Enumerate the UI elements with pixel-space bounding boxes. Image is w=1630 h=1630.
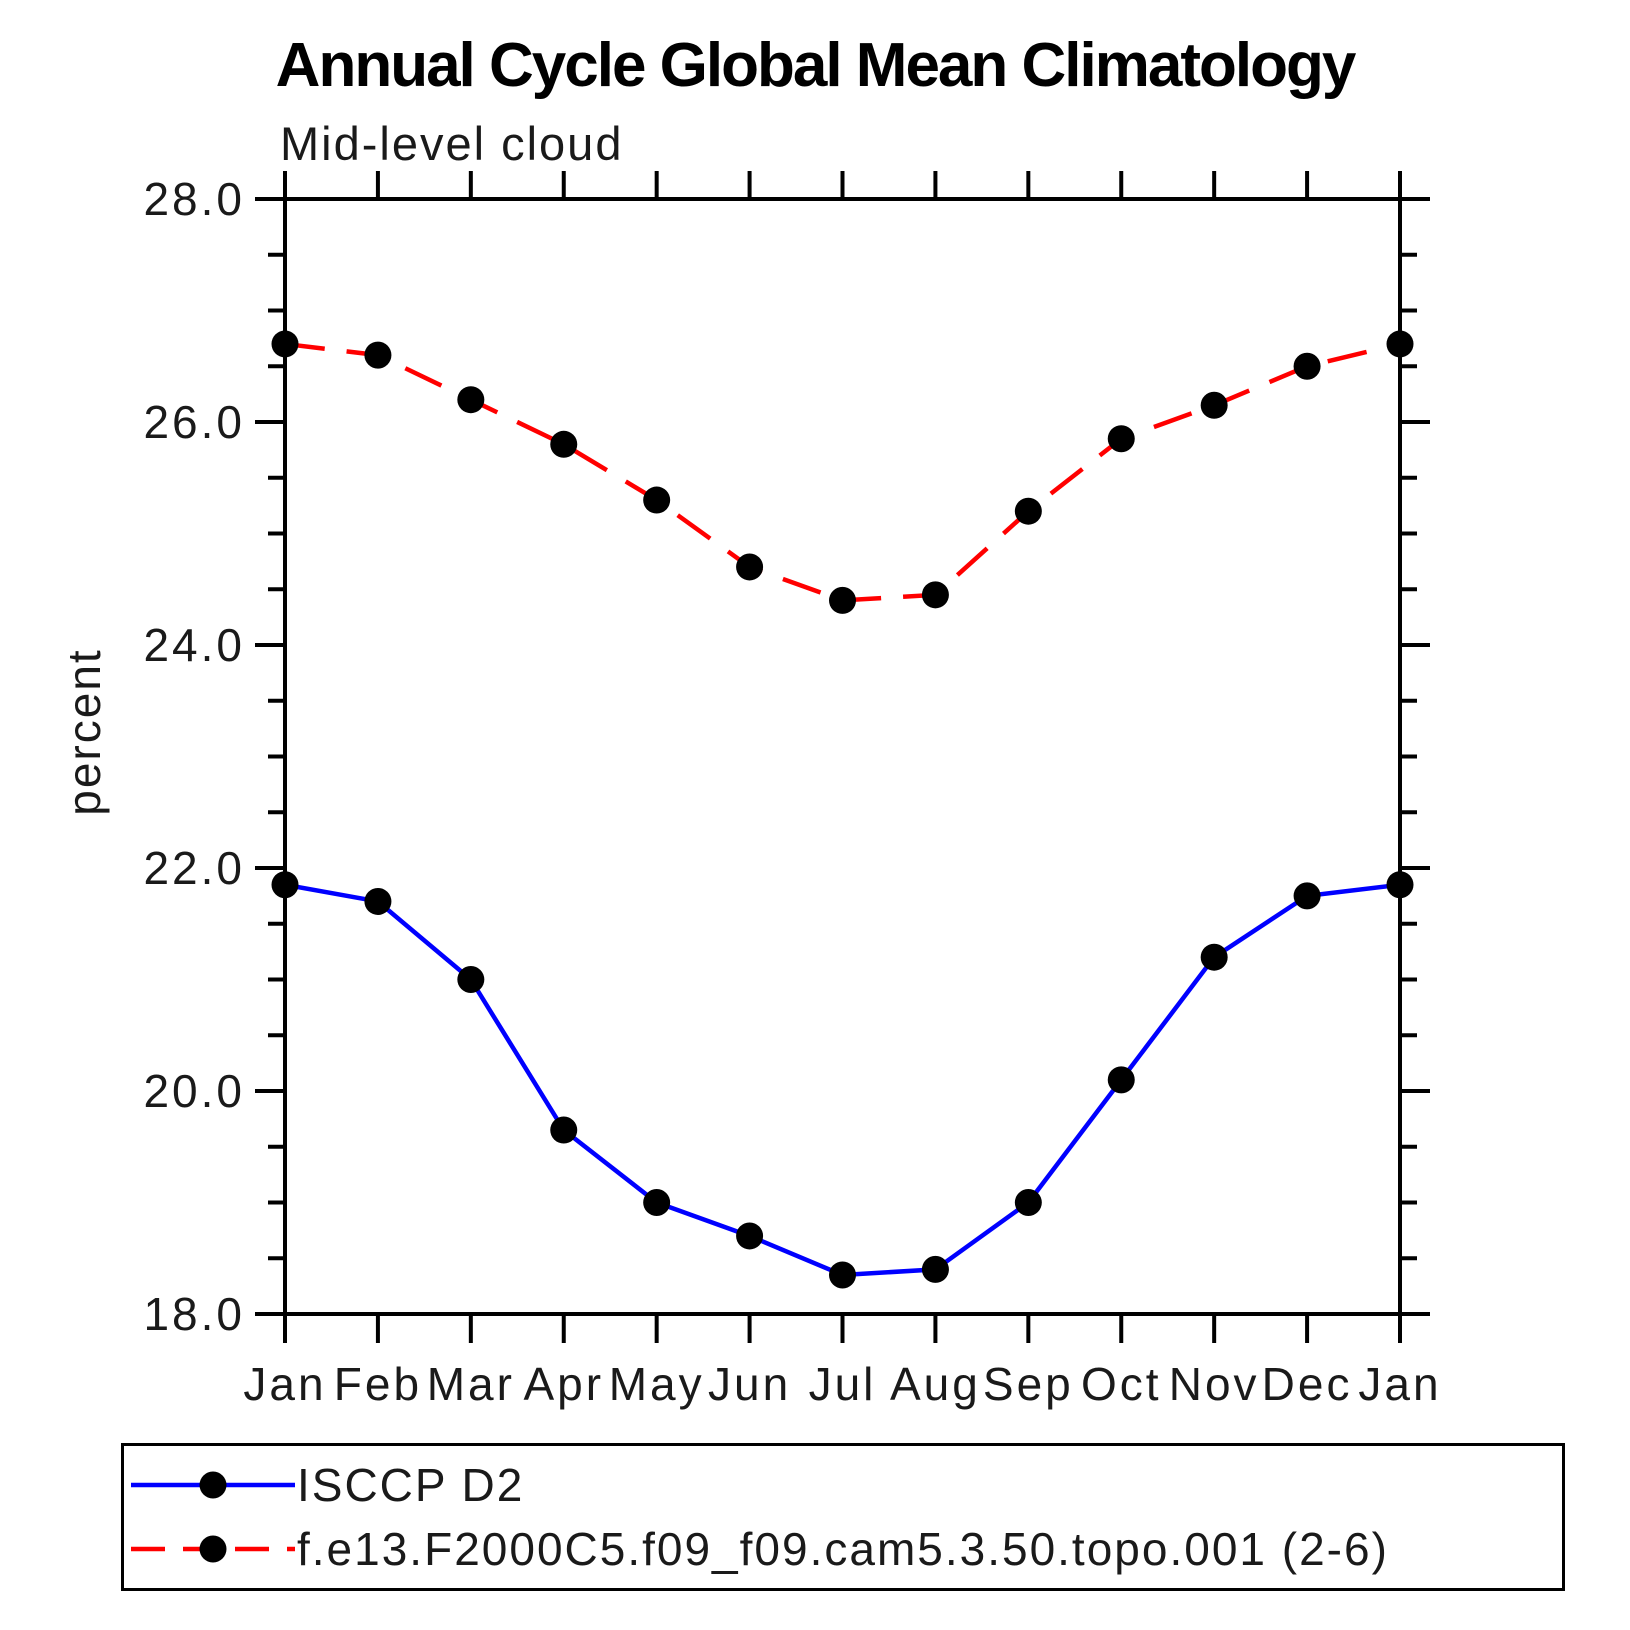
legend-line-sample-model (131, 1535, 295, 1563)
data-point-marker (457, 966, 485, 993)
y-tick-label: 28.0 (143, 173, 245, 225)
y-tick-label: 24.0 (143, 619, 245, 671)
legend: ISCCP D2 f.e13.F2000C5.f09_f09.cam5.3.50… (121, 1443, 1565, 1591)
data-point-marker (364, 887, 392, 915)
data-point-marker (271, 330, 299, 358)
legend-label-isccp: ISCCP D2 (297, 1458, 525, 1511)
data-point-marker (643, 486, 671, 514)
x-tick-label: Apr (523, 1358, 604, 1410)
x-tick-label: Oct (1081, 1358, 1162, 1410)
legend-sample-marker (199, 1535, 227, 1563)
data-point-marker (550, 430, 578, 458)
legend-label-model: f.e13.F2000C5.f09_f09.cam5.3.50.topo.001… (297, 1523, 1389, 1576)
data-point-marker (736, 553, 764, 581)
data-point-marker (1386, 871, 1414, 899)
data-point-marker (1107, 425, 1135, 453)
x-tick-label: Aug (890, 1358, 981, 1410)
y-tick-label: 22.0 (143, 842, 245, 894)
x-tick-label: Sep (983, 1358, 1074, 1410)
data-point-marker (364, 341, 392, 369)
y-tick-label: 26.0 (143, 396, 245, 448)
data-point-marker (921, 581, 949, 609)
x-tick-label: Jan (243, 1358, 326, 1410)
data-point-marker (1014, 497, 1042, 525)
y-tick-label: 20.0 (143, 1065, 245, 1117)
plot-frame (283, 197, 1402, 1316)
data-point-marker (736, 1222, 764, 1250)
chart-title: Annual Cycle Global Mean Climatology (275, 31, 1357, 100)
legend-sample-marker (199, 1471, 227, 1499)
series-line-1 (284, 341, 1401, 603)
x-tick-label: Jul (809, 1358, 877, 1410)
x-tick-label: Mar (427, 1358, 515, 1410)
series-line-0 (284, 882, 1401, 1278)
data-point-marker (457, 386, 485, 414)
x-tick-label: Feb (334, 1358, 422, 1410)
legend-item-isccp: ISCCP D2 (129, 1455, 1562, 1515)
data-point-marker (829, 1261, 856, 1289)
data-point-marker (1293, 352, 1321, 380)
data-point-marker (829, 586, 856, 614)
x-tick-label: Jan (1358, 1358, 1441, 1410)
x-tick-label: Jun (708, 1358, 791, 1410)
data-point-marker (1200, 391, 1228, 419)
legend-item-model: f.e13.F2000C5.f09_f09.cam5.3.50.topo.001… (129, 1519, 1562, 1579)
data-point-marker (643, 1189, 671, 1216)
x-tick-label: Dec (1262, 1358, 1353, 1410)
data-point-marker (921, 1255, 949, 1283)
legend-line-sample-isccp (131, 1471, 295, 1499)
data-point-marker (1386, 330, 1414, 358)
data-point-marker (1107, 1066, 1135, 1094)
x-tick-label: May (609, 1358, 705, 1410)
y-tick-label: 18.0 (143, 1288, 245, 1340)
chart-subtitle: Mid-level cloud (280, 117, 624, 170)
data-point-marker (1293, 882, 1321, 910)
data-point-marker (271, 871, 299, 899)
data-point-marker (1200, 943, 1228, 971)
data-point-marker (1014, 1189, 1042, 1216)
data-point-marker (550, 1116, 578, 1144)
x-tick-label: Nov (1169, 1358, 1260, 1410)
